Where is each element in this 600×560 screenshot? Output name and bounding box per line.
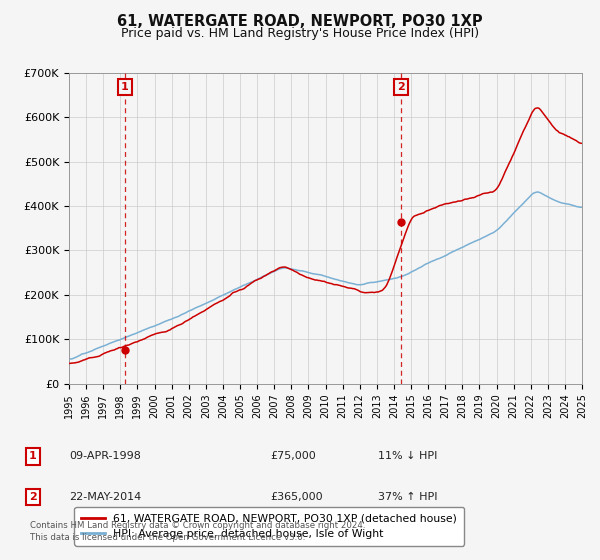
- Text: £75,000: £75,000: [270, 451, 316, 461]
- Text: 2: 2: [29, 492, 37, 502]
- Text: Price paid vs. HM Land Registry's House Price Index (HPI): Price paid vs. HM Land Registry's House …: [121, 27, 479, 40]
- Text: 61, WATERGATE ROAD, NEWPORT, PO30 1XP: 61, WATERGATE ROAD, NEWPORT, PO30 1XP: [117, 14, 483, 29]
- Text: 11% ↓ HPI: 11% ↓ HPI: [378, 451, 437, 461]
- Text: 09-APR-1998: 09-APR-1998: [69, 451, 141, 461]
- Text: 1: 1: [121, 82, 129, 92]
- Text: 2: 2: [397, 82, 404, 92]
- Text: 1: 1: [29, 451, 37, 461]
- Text: Contains HM Land Registry data © Crown copyright and database right 2024.
This d: Contains HM Land Registry data © Crown c…: [30, 521, 365, 542]
- Text: £365,000: £365,000: [270, 492, 323, 502]
- Text: 22-MAY-2014: 22-MAY-2014: [69, 492, 141, 502]
- Legend: 61, WATERGATE ROAD, NEWPORT, PO30 1XP (detached house), HPI: Average price, deta: 61, WATERGATE ROAD, NEWPORT, PO30 1XP (d…: [74, 507, 464, 545]
- Text: 37% ↑ HPI: 37% ↑ HPI: [378, 492, 437, 502]
